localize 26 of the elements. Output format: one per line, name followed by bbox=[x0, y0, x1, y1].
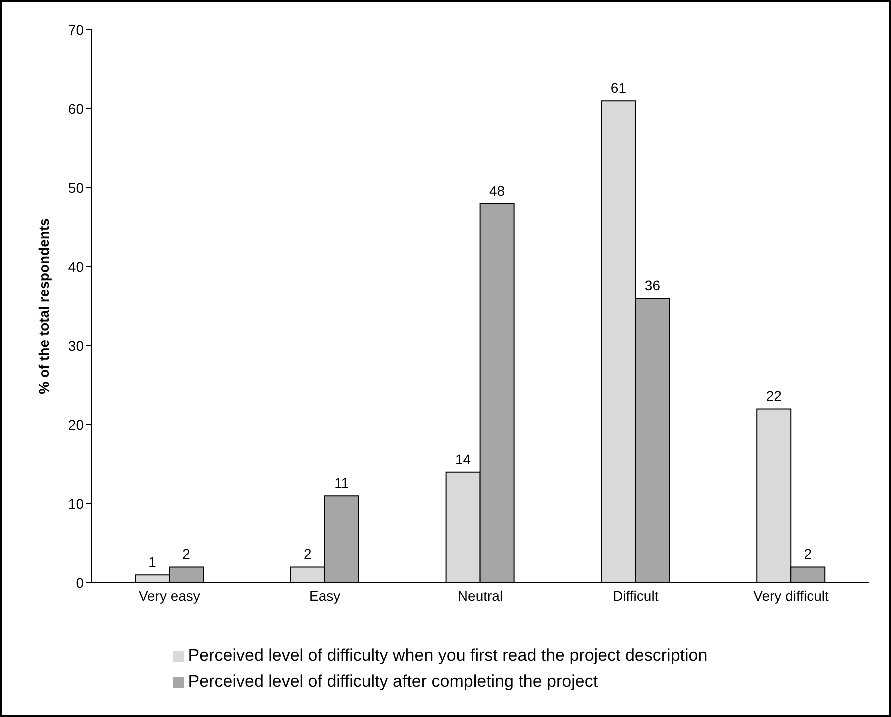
y-tick-label: 70 bbox=[68, 22, 84, 38]
legend-label: Perceived level of difficulty when you first read the project description bbox=[188, 646, 708, 665]
data-label: 2 bbox=[804, 546, 812, 562]
data-label: 14 bbox=[456, 451, 472, 468]
y-axis-title: % of the total respondents bbox=[36, 218, 52, 394]
y-tick-label: 10 bbox=[68, 496, 84, 512]
data-label: 1 bbox=[148, 554, 157, 570]
y-tick-label: 30 bbox=[68, 338, 84, 354]
y-tick-label: 50 bbox=[68, 180, 84, 196]
x-tick-label: Difficult bbox=[613, 588, 659, 604]
y-tick-label: 40 bbox=[68, 258, 84, 275]
legend-label: Perceived level of difficulty after completing the project bbox=[188, 672, 598, 691]
x-tick-label: Very difficult bbox=[754, 588, 830, 604]
data-label: 36 bbox=[644, 278, 661, 294]
data-label: 2 bbox=[304, 546, 312, 562]
y-tick-label: 60 bbox=[68, 100, 84, 117]
x-tick-label: Easy bbox=[310, 588, 341, 604]
x-tick-label: Neutral bbox=[458, 588, 504, 604]
data-label: 2 bbox=[182, 546, 191, 562]
data-label: 61 bbox=[610, 80, 627, 96]
data-label: 11 bbox=[334, 475, 350, 492]
y-tick-label: 0 bbox=[76, 574, 84, 591]
data-label: 22 bbox=[766, 388, 782, 404]
y-tick-label: 20 bbox=[68, 416, 84, 433]
data-label: 48 bbox=[490, 182, 506, 199]
x-tick-label: Very easy bbox=[138, 588, 200, 604]
